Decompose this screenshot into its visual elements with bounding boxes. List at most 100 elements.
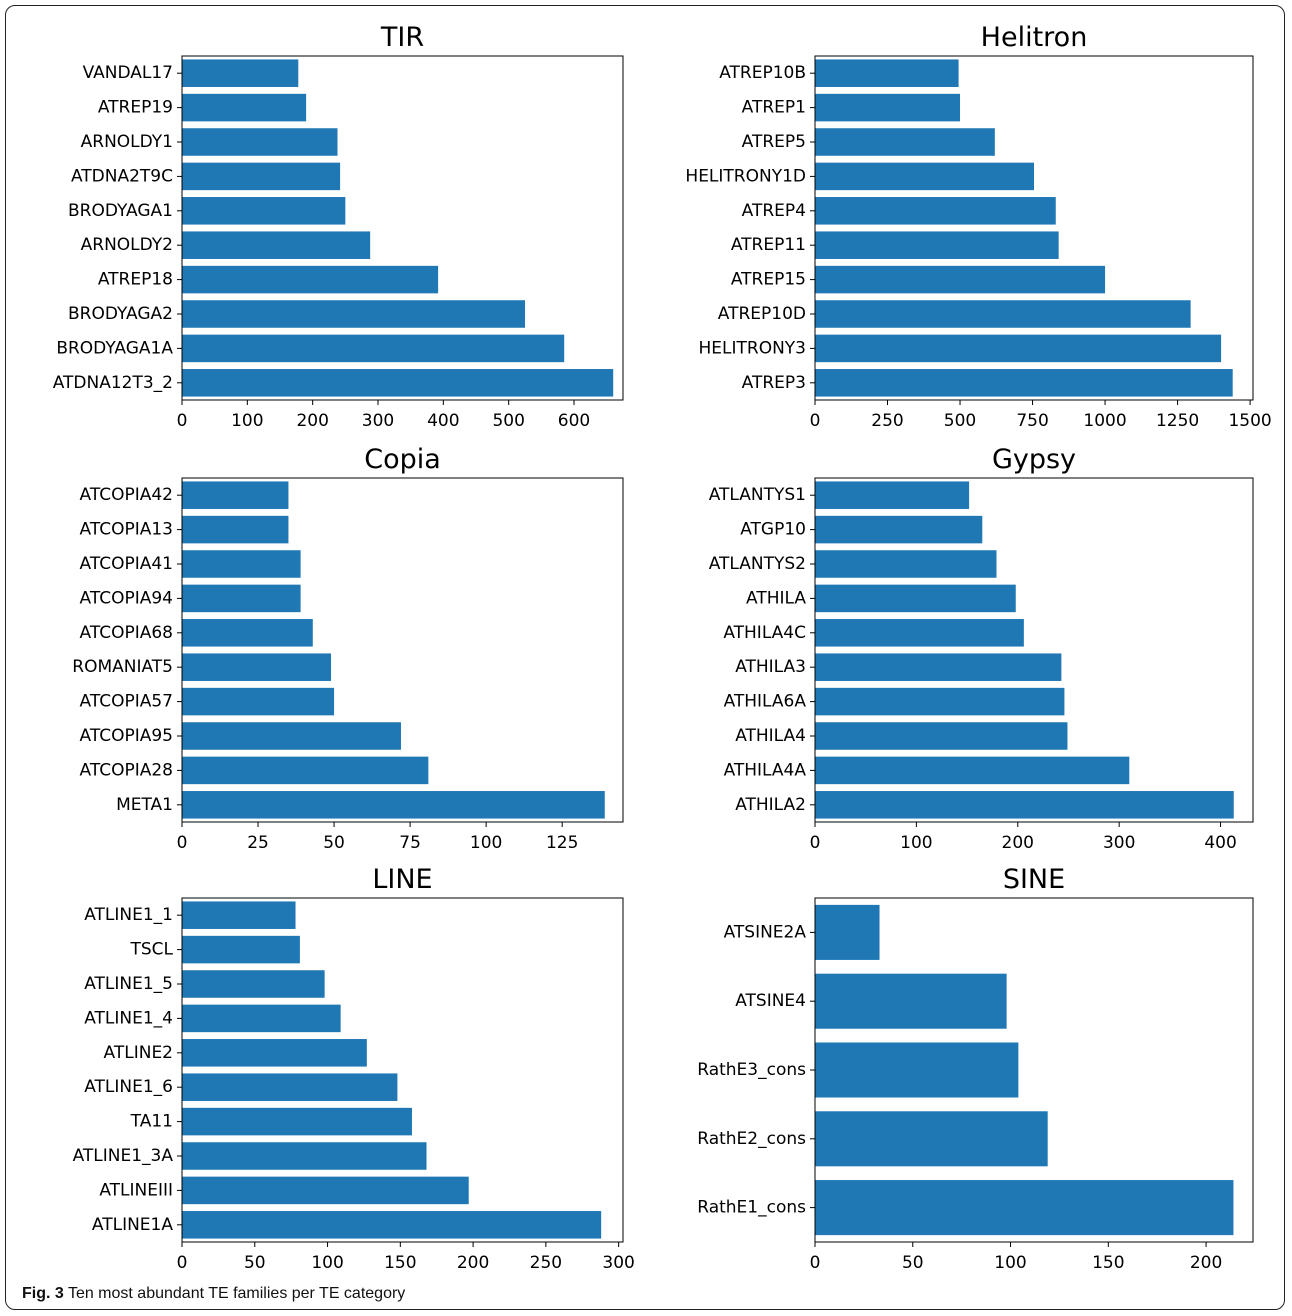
bar <box>182 584 301 613</box>
bar <box>182 687 335 716</box>
y-tick-label: ATDNA2T9C <box>71 166 173 186</box>
bar <box>815 619 1024 647</box>
bar <box>815 584 1016 613</box>
chart-title: Copia <box>364 444 441 475</box>
x-tick-label: 500 <box>492 411 524 431</box>
bar <box>815 515 983 544</box>
bar <box>182 231 371 259</box>
bar <box>815 791 1234 819</box>
y-tick-label: BRODYAGA1 <box>68 201 173 221</box>
bar <box>815 93 961 122</box>
x-tick-label: 200 <box>1190 1253 1222 1273</box>
bar <box>815 1042 1019 1098</box>
y-tick-label: ATREP15 <box>731 270 806 290</box>
x-tick-label: 125 <box>546 833 578 853</box>
x-tick-label: 150 <box>384 1253 416 1273</box>
y-tick-label: BRODYAGA1A <box>56 338 173 358</box>
y-tick-label: TA11 <box>130 1112 173 1132</box>
bar <box>815 687 1065 716</box>
bar <box>182 970 325 998</box>
y-tick-label: ATREP3 <box>742 373 806 393</box>
x-tick-label: 1000 <box>1083 411 1126 431</box>
y-tick-label: ATLINE1_4 <box>84 1008 173 1028</box>
bar <box>182 1142 427 1170</box>
bar <box>182 791 605 819</box>
y-tick-label: ATSINE2A <box>724 922 807 942</box>
chart-title: TIR <box>380 22 424 53</box>
x-tick-label: 100 <box>994 1253 1026 1273</box>
y-tick-label: ATREP5 <box>742 132 806 152</box>
bar <box>182 93 307 122</box>
y-tick-label: ATREP10D <box>718 304 806 324</box>
chart-title: SINE <box>1003 864 1065 895</box>
bar <box>182 756 429 785</box>
y-tick-label: ATREP4 <box>742 201 806 221</box>
y-tick-label: ATLINE1_5 <box>84 974 173 994</box>
bar <box>815 369 1233 397</box>
y-tick-label: META1 <box>116 795 173 815</box>
bar <box>182 1039 367 1067</box>
y-tick-label: ATCOPIA41 <box>80 554 173 574</box>
x-tick-label: 300 <box>1103 833 1135 853</box>
bar <box>182 481 289 509</box>
y-tick-label: ATLINE1_1 <box>84 905 173 925</box>
bar <box>182 162 341 191</box>
y-tick-label: ATLINE1_6 <box>84 1077 173 1097</box>
x-tick-label: 200 <box>296 411 328 431</box>
bar <box>182 128 338 156</box>
x-tick-label: 0 <box>810 1253 821 1273</box>
y-tick-label: ATCOPIA94 <box>80 588 173 608</box>
x-tick-label: 300 <box>602 1253 634 1273</box>
x-tick-label: 25 <box>247 833 269 853</box>
y-tick-label: ATLANTYS1 <box>709 485 806 505</box>
x-tick-label: 50 <box>902 1253 924 1273</box>
y-tick-label: ATCOPIA42 <box>80 485 173 505</box>
y-tick-label: ATHILA2 <box>735 795 806 815</box>
x-tick-label: 50 <box>244 1253 266 1273</box>
y-tick-label: ATSINE4 <box>735 991 806 1011</box>
bar <box>815 481 970 509</box>
bar <box>182 1004 341 1033</box>
x-tick-label: 100 <box>311 1253 343 1273</box>
chart-panel-tir: ATDNA12T3_2 BRODYAGA1A BRODYAGA2 ATREP18 ARN… <box>53 22 624 431</box>
y-tick-label: ATREP18 <box>98 270 173 290</box>
x-tick-label: 750 <box>1016 411 1048 431</box>
y-tick-label: ATHILA4C <box>723 623 806 643</box>
bar <box>182 265 439 294</box>
bar <box>815 128 995 156</box>
bar <box>815 162 1034 191</box>
bar <box>815 231 1059 259</box>
bar <box>815 265 1106 294</box>
y-tick-label: ARNOLDY1 <box>81 132 173 152</box>
y-tick-label: HELITRONY3 <box>698 338 806 358</box>
bar <box>182 901 296 929</box>
y-tick-label: ATLINE1_3A <box>73 1146 174 1166</box>
y-tick-label: ATHILA6A <box>724 692 807 712</box>
bar <box>815 197 1056 225</box>
y-tick-label: ATCOPIA28 <box>80 760 173 780</box>
bar <box>182 653 332 681</box>
x-tick-label: 1250 <box>1156 411 1199 431</box>
y-tick-label: ATCOPIA13 <box>80 520 173 540</box>
axes-frame <box>181 477 624 823</box>
axes-frame <box>814 477 1254 823</box>
chart-title: Gypsy <box>992 444 1076 475</box>
chart-title: LINE <box>372 864 432 895</box>
x-tick-label: 500 <box>944 411 976 431</box>
y-tick-label: ATHILA <box>746 588 806 608</box>
x-tick-label: 400 <box>1204 833 1236 853</box>
x-tick-label: 50 <box>323 833 345 853</box>
y-tick-label: HELITRONY1D <box>685 166 806 186</box>
x-tick-label: 0 <box>177 1253 188 1273</box>
bar <box>182 1107 412 1136</box>
y-tick-label: ATREP10B <box>719 63 806 83</box>
y-tick-label: RathE3_cons <box>697 1060 806 1080</box>
y-tick-label: ATCOPIA68 <box>80 623 173 643</box>
axes-frame <box>814 897 1254 1243</box>
axes-frame <box>181 897 624 1243</box>
bar <box>182 1211 602 1239</box>
y-tick-label: ARNOLDY2 <box>81 235 173 255</box>
bar <box>815 59 959 87</box>
bar <box>182 197 346 225</box>
